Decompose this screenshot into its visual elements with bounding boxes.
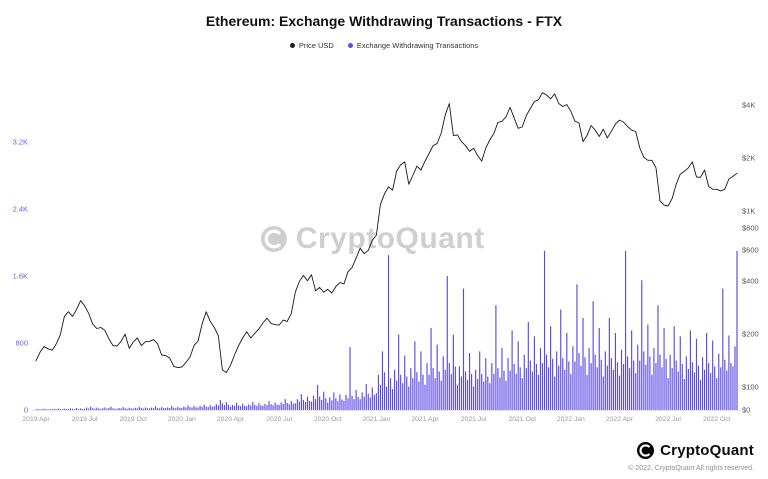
footer-brand-text: CryptoQuant [660, 442, 754, 459]
price-line-series [35, 92, 738, 373]
x-axis-tick: 2021 Apr [411, 416, 439, 423]
chart-legend: Price USD Exchange Withdrawing Transacti… [0, 41, 768, 50]
x-axis-tick: 2020 Jul [266, 416, 292, 423]
x-axis-tick: 2021 Jan [362, 416, 390, 423]
right-axis-tick: $800 [742, 224, 759, 233]
price-usd-legend-dot-icon [289, 43, 295, 48]
x-axis-tick: 2022 Apr [606, 416, 634, 423]
cryptoquant-logo-icon [637, 442, 655, 459]
legend-item-label: Price USD [298, 41, 334, 50]
right-axis-tick: $600 [742, 246, 759, 255]
right-axis-tick: $4K [742, 101, 755, 110]
x-axis-tick: 2021 Oct [508, 416, 536, 423]
left-axis-tick: 2.4K [13, 205, 28, 214]
copyright-text: © 2022. CryptoQuant All rights reserved. [628, 465, 754, 472]
withdrawals-bars-series [35, 250, 738, 410]
right-axis-tick: $200 [742, 330, 759, 339]
left-axis-tick: 1.6K [13, 272, 28, 281]
left-axis-tick: 0 [24, 406, 28, 415]
right-axis-tick: $1K [742, 207, 755, 216]
x-axis-tick: 2020 Oct [314, 416, 342, 423]
x-axis-tick: 2019 Jul [72, 416, 98, 423]
left-axis-tick: 3.2K [13, 138, 28, 147]
footer-brand: CryptoQuant [637, 442, 754, 459]
x-axis-tick: 2022 Oct [703, 416, 731, 423]
x-axis-tick: 2019 Oct [119, 416, 147, 423]
left-axis-tick: 800 [15, 339, 28, 348]
right-axis-tick: $2K [742, 154, 755, 163]
legend-item-label: Exchange Withdrawing Transactions [356, 41, 479, 50]
withdrawing-transactions-legend-dot-icon [347, 43, 353, 48]
x-axis-tick: 2020 Jan [168, 416, 196, 423]
right-axis-tick: $0 [742, 406, 750, 415]
x-axis-tick: 2022 Jul [655, 416, 681, 423]
x-axis-tick: 2019 Apr [22, 416, 50, 423]
x-axis-tick: 2021 Jul [461, 416, 487, 423]
x-axis-tick: 2022 Jan [557, 416, 585, 423]
x-axis-tick: 2020 Apr [217, 416, 245, 423]
legend-item-price-usd[interactable]: Price USD [289, 41, 334, 50]
chart-title: Ethereum: Exchange Withdrawing Transacti… [205, 13, 563, 29]
legend-item-withdrawing-transactions[interactable]: Exchange Withdrawing Transactions [347, 41, 479, 50]
right-axis-tick: $400 [742, 277, 759, 286]
right-axis-tick: $100 [742, 383, 759, 392]
